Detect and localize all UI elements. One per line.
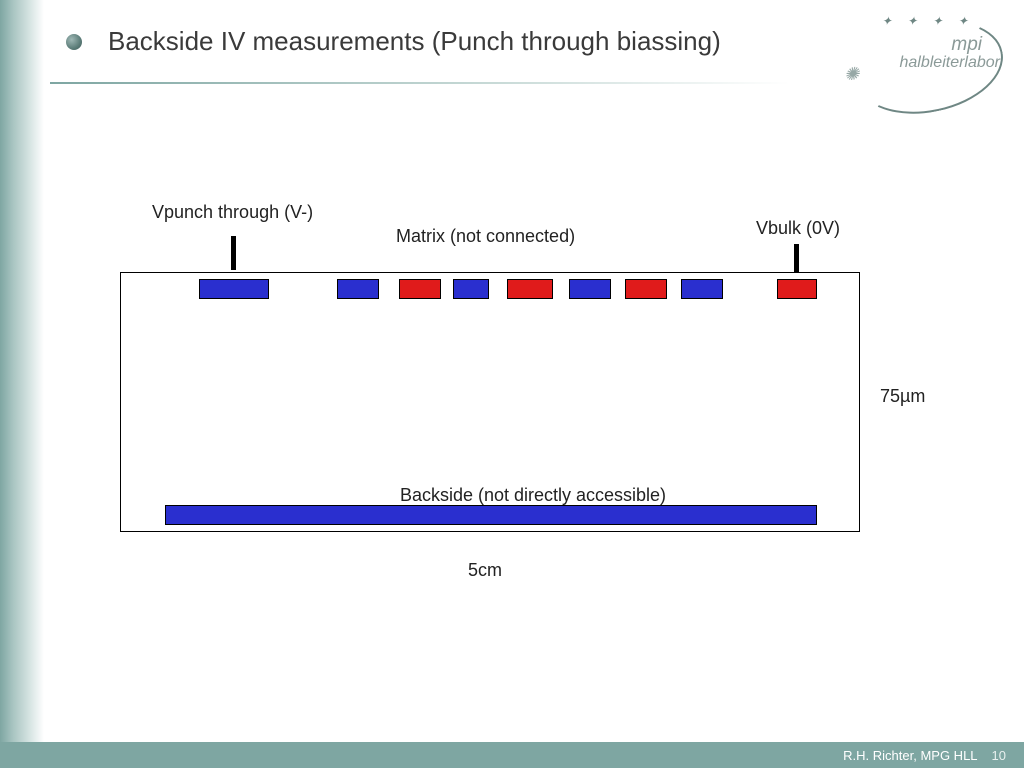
top-contact-0 xyxy=(199,279,269,299)
top-contact-4 xyxy=(507,279,553,299)
backside-contact-bar xyxy=(165,505,817,525)
logo-line1: mpi xyxy=(951,34,982,56)
logo-stars-icon: ✦ ✦ ✦ ✦ xyxy=(882,14,974,28)
cross-section-box: Backside (not directly accessible) xyxy=(120,272,860,532)
left-gradient-strip xyxy=(0,0,44,768)
top-contact-2 xyxy=(399,279,441,299)
footer-author: R.H. Richter, MPG HLL xyxy=(843,748,977,763)
slide-title: Backside IV measurements (Punch through … xyxy=(108,26,721,57)
label-vbulk: Vbulk (0V) xyxy=(756,218,840,239)
label-backside: Backside (not directly accessible) xyxy=(383,485,683,506)
title-underline xyxy=(50,82,790,84)
top-contact-5 xyxy=(569,279,611,299)
footer-bar: R.H. Richter, MPG HLL 10 xyxy=(0,742,1024,768)
bullet-icon xyxy=(66,34,82,50)
top-contact-6 xyxy=(625,279,667,299)
label-vpunch: Vpunch through (V-) xyxy=(152,202,313,223)
connector-vpunch xyxy=(231,236,236,270)
top-contact-7 xyxy=(681,279,723,299)
mpi-logo: ✦ ✦ ✦ ✦ mpi halbleiterlabor ✺ xyxy=(840,10,1010,106)
top-contact-8 xyxy=(777,279,817,299)
top-contact-3 xyxy=(453,279,489,299)
logo-line2: halbleiterlabor xyxy=(899,54,1000,72)
label-depth: 75µm xyxy=(880,386,925,407)
footer-page-number: 10 xyxy=(992,748,1006,763)
label-width: 5cm xyxy=(468,560,502,581)
slide: Backside IV measurements (Punch through … xyxy=(0,0,1024,768)
logo-burst-icon: ✺ xyxy=(844,64,859,85)
label-matrix: Matrix (not connected) xyxy=(396,226,575,247)
top-contact-1 xyxy=(337,279,379,299)
